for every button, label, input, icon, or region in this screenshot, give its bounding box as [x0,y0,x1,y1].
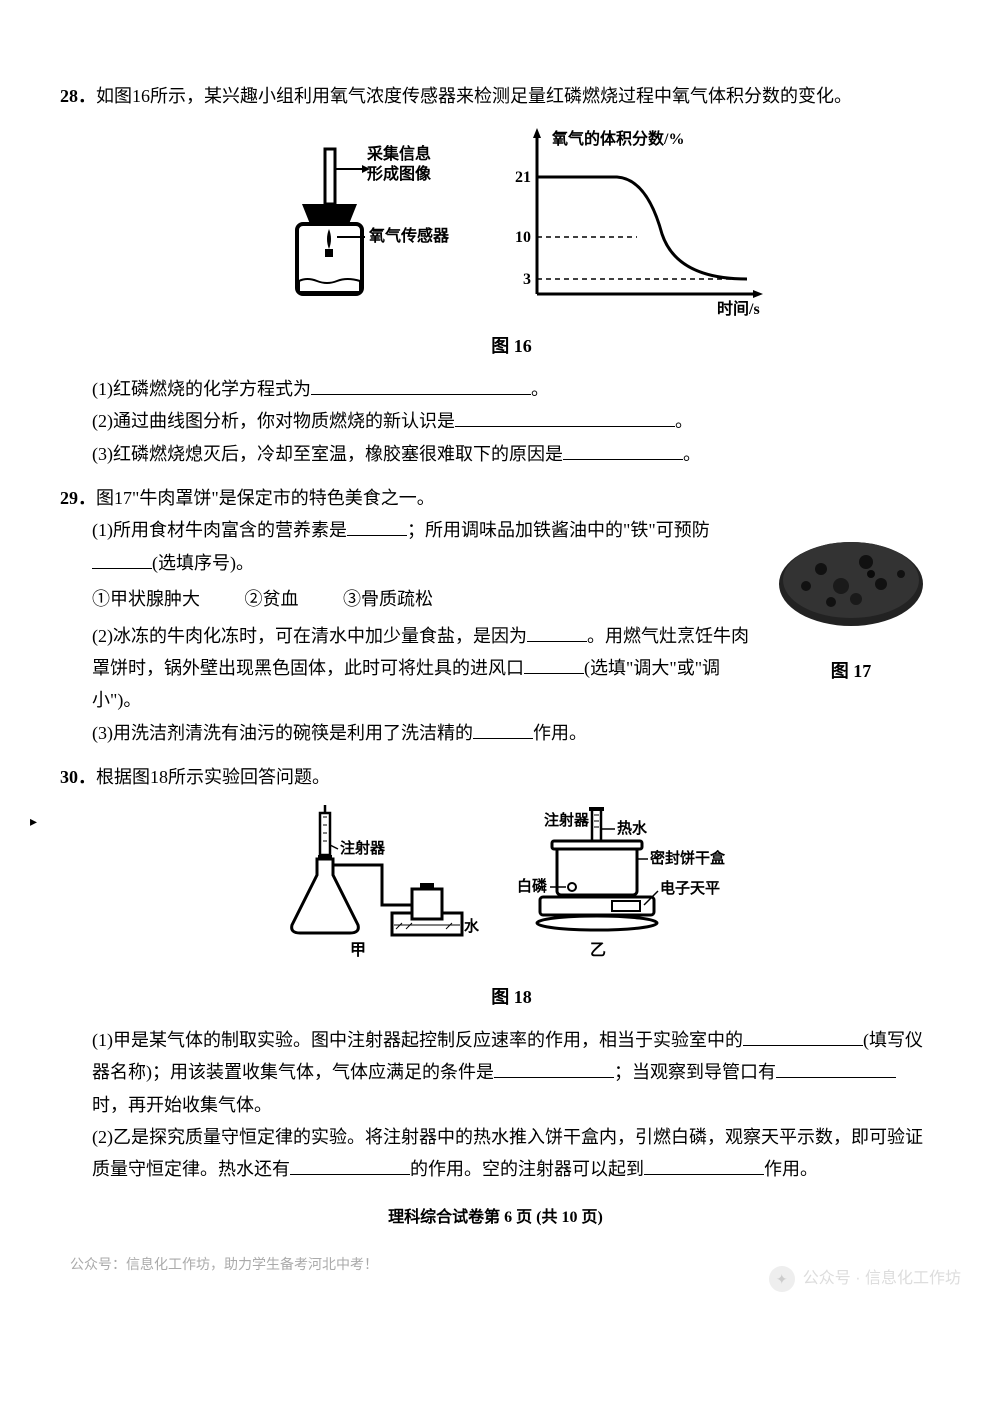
q29-opt3: ③骨质疏松 [343,583,433,615]
q30-p1c: ；当观察到导管口有 [614,1062,776,1082]
q28-intro: 28．如图16所示，某兴趣小组利用氧气浓度传感器来检测足量红磷燃烧过程中氧气体积… [60,80,931,112]
figure-18: 注射器 水 甲 [92,805,931,975]
q30-intro-text: 根据图18所示实验回答问题。 [96,767,330,787]
food-image [771,514,931,634]
fig18-hotwater-label: 热水 [617,819,648,837]
question-29: 29．图17"牛肉罩饼"是保定市的特色美食之一。 图 17 (1)所用食材牛肉富… [60,482,931,749]
fig16-sensor-label: 氧气传感器 [368,226,450,245]
q29-p3a: (3)用洗洁剂清洗有油污的碗筷是利用了洗洁精的 [92,723,473,743]
q29-number: 29． [60,488,96,508]
q28-p1-blank[interactable] [311,373,531,395]
q28-number: 28． [60,86,96,106]
q29-p1b: ；所用调味品加铁酱油中的"铁"可预防 [407,520,710,540]
q29-intro: 29．图17"牛肉罩饼"是保定市的特色美食之一。 [60,482,931,514]
fig18-yi: 乙 [590,942,606,959]
q28-p3: (3)红磷燃烧熄灭后，冷却至室温，橡胶塞很难取下的原因是 。 [92,438,931,470]
q28-p2-text: (2)通过曲线图分析，你对物质燃烧的新认识是 [92,411,455,431]
fig18-caption: 图 18 [92,981,931,1013]
q30-number: 30． [60,767,96,787]
q29-p2a: (2)冰冻的牛肉化冻时，可在清水中加少量食盐，是因为 [92,626,527,646]
q30-intro: 30．根据图18所示实验回答问题。 [60,761,931,793]
q30-p2b: 的作用。空的注射器可以起到 [410,1159,644,1179]
q29-p3-blank[interactable] [473,717,533,739]
q30-p1-blank3[interactable] [776,1057,896,1079]
q28-p1: (1)红磷燃烧的化学方程式为 。 [92,373,931,405]
fig16-tick-3: 3 [523,271,531,288]
q28-p3-end: 。 [683,444,701,464]
wechat-icon: ✦ [769,1266,795,1292]
q30-p2-blank2[interactable] [644,1154,764,1176]
q29-p2-blank1[interactable] [527,620,587,642]
q29-p1a: (1)所用食材牛肉富含的营养素是 [92,520,347,540]
q30-p1-blank1[interactable] [743,1024,863,1046]
q28-intro-text: 如图16所示，某兴趣小组利用氧气浓度传感器来检测足量红磷燃烧过程中氧气体积分数的… [96,86,852,106]
q29-p1c: (选填序号)。 [152,553,254,573]
apparatus-svg: 采集信息 形成图像 氧气传感器 [247,129,467,319]
q28-p3-text: (3)红磷燃烧熄灭后，冷却至室温，橡胶塞很难取下的原因是 [92,444,563,464]
fig18-jia: 甲 [350,941,366,959]
fig17-caption: 图 17 [771,655,931,687]
fig16-caption: 图 16 [92,330,931,362]
fig16-tick-21: 21 [515,169,531,186]
fig16-tick-10: 10 [515,229,531,246]
question-28: 28．如图16所示，某兴趣小组利用氧气浓度传感器来检测足量红磷燃烧过程中氧气体积… [60,80,931,470]
fig16-xlabel: 时间/s [717,299,760,318]
fig18-svg: 注射器 水 甲 [272,805,752,975]
q29-opt2: ②贫血 [245,583,299,615]
q28-p3-blank[interactable] [563,438,683,460]
q29-p3: (3)用洗洁剂清洗有油污的碗筷是利用了洗洁精的 作用。 [92,717,931,749]
q28-p2: (2)通过曲线图分析，你对物质燃烧的新认识是 。 [92,405,931,437]
watermark-text: 公众号 · 信息化工作坊 [803,1265,961,1294]
fig18-syringe2-label: 注射器 [544,811,590,829]
q30-p1: (1)甲是某气体的制取实验。图中注射器起控制反应速率的作用，相当于实验室中的(填… [92,1024,931,1121]
q29-opt1: ①甲状腺肿大 [92,583,200,615]
figure-16: 采集信息 形成图像 氧气传感器 [92,124,931,324]
fig18-box-label: 密封饼干盒 [650,849,726,867]
q28-p2-end: 。 [675,411,693,431]
page-footer: 理科综合试卷第 6 页 (共 10 页) [60,1204,931,1233]
q30-p2: (2)乙是探究质量守恒定律的实验。将注射器中的热水推入饼干盒内，引燃白磷，观察天… [92,1121,931,1186]
watermark: ✦ 公众号 · 信息化工作坊 [769,1265,961,1294]
q30-p2-blank1[interactable] [290,1154,410,1176]
question-30: 30．根据图18所示实验回答问题。 注射器 [60,761,931,1186]
fig18-syringe-label: 注射器 [340,839,386,857]
fig16-label-image: 形成图像 [367,164,432,183]
figure-17-wrap: 图 17 [771,514,931,697]
q28-p2-blank[interactable] [455,406,675,428]
fig18-baiphos-label: 白磷 [517,877,548,895]
graph-svg: 氧气的体积分数/% 21 10 3 时间/s [497,124,777,324]
fig18-scale-label: 电子天平 [660,879,720,897]
q28-p1-text: (1)红磷燃烧的化学方程式为 [92,379,311,399]
q30-p1a: (1)甲是某气体的制取实验。图中注射器起控制反应速率的作用，相当于实验室中的 [92,1030,743,1050]
q28-p1-end: 。 [531,379,549,399]
q30-p1d: 时，再开始收集气体。 [92,1095,272,1115]
q30-p1-blank2[interactable] [494,1057,614,1079]
fig16-label-collect: 采集信息 [366,144,431,163]
q29-p1-blank1[interactable] [347,515,407,537]
fig16-ylabel: 氧气的体积分数/% [551,129,684,148]
side-marker: ▸ [30,810,37,835]
q29-p3b: 作用。 [533,723,587,743]
fig18-water-label: 水 [464,917,480,935]
q29-intro-text: 图17"牛肉罩饼"是保定市的特色美食之一。 [96,488,435,508]
q29-p2-blank2[interactable] [524,652,584,674]
q29-p1-blank2[interactable] [92,547,152,569]
q30-p2c: 作用。 [764,1159,818,1179]
